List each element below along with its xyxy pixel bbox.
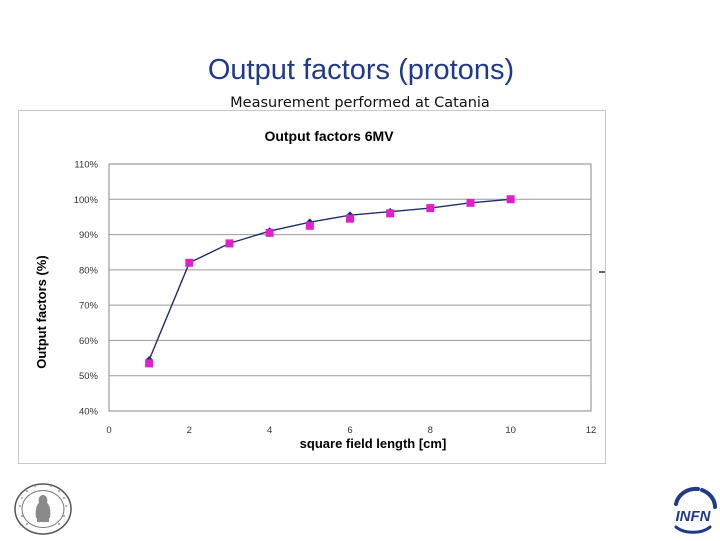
x-tick-label: 4 [267, 425, 272, 436]
plot-area: 40% 50% 60% 70% 80% 90% 100% 110% 0 2 4 6 8 10 12 [74, 160, 597, 437]
y-tick-label: 100% [74, 195, 99, 206]
y-tick-label: 70% [79, 301, 99, 312]
y-tick-label: 110% [74, 160, 98, 171]
y-tick-label: 60% [79, 336, 99, 347]
y-tick-label: 90% [79, 230, 99, 241]
slide-title: Output factors (protons) [207, 54, 515, 86]
data-point [346, 214, 354, 223]
data-point [426, 204, 435, 213]
y-tick-label: 80% [79, 265, 99, 276]
x-tick-label: 12 [586, 425, 597, 436]
output-factors-chart: Output factors 6MV 40%50%60%70%80%90%100… [34, 128, 605, 451]
x-tick-label: 8 [428, 425, 433, 436]
legend: "MAESTRO"CC13 [599, 271, 605, 273]
data-point [466, 198, 475, 207]
chart-frame: Output factors 6MV 40% 50% 60% 70% 80% 90% 100… [18, 110, 606, 464]
series-line [148, 198, 511, 361]
x-tick-label: 10 [505, 425, 516, 436]
x-axis-label: square field length [cm] [300, 436, 447, 451]
data-point [145, 359, 154, 368]
infn-logo-icon: INFN [668, 484, 718, 541]
x-tick-label: 2 [187, 425, 192, 436]
data-point [265, 228, 274, 237]
chart-title: Output factors 6MV [264, 128, 394, 144]
data-point [506, 195, 515, 204]
infn-logo-text: INFN [676, 508, 712, 525]
university-seal-icon [12, 482, 74, 541]
data-point [225, 239, 234, 248]
x-tick-label: 0 [106, 425, 111, 436]
data-point [386, 209, 395, 218]
y-tick-label: 50% [79, 371, 99, 382]
plot-border [108, 163, 592, 412]
y-axis-label: Output factors (%) [34, 255, 49, 368]
y-tick-label: 40% [79, 407, 99, 418]
data-point [305, 221, 314, 230]
data-point [185, 258, 194, 267]
slide-subtitle: Measurement performed at Catania [230, 95, 490, 111]
x-tick-label: 6 [347, 425, 352, 436]
